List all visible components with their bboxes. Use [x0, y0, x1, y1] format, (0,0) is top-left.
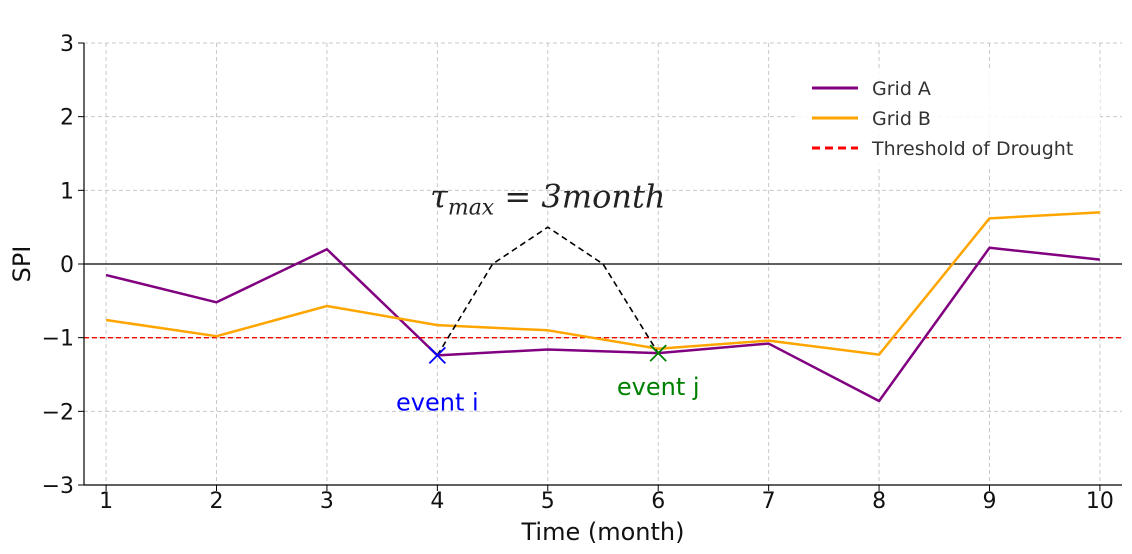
series-lines [105, 211, 1101, 403]
y-tick-label: 2 [60, 106, 74, 131]
event-marker-j [649, 344, 667, 362]
x-tick-label: 4 [430, 489, 444, 514]
y-tick-label: −3 [42, 474, 74, 499]
x-tick-label: 5 [541, 489, 555, 514]
y-tick-label: 0 [60, 253, 74, 278]
tau-envelope-line [436, 226, 659, 356]
x-tick-label: 7 [762, 489, 776, 514]
axes: 1 2 3 4 5 6 7 8 9 10 −3 −2 −1 0 1 2 3 [42, 32, 1122, 514]
y-tick-label: −1 [42, 327, 74, 352]
y-tick-label: 3 [60, 32, 74, 57]
event-label-j: event j [617, 373, 700, 401]
event-label-i: event i [396, 388, 479, 416]
x-tick-label: 3 [320, 489, 334, 514]
tau-max-annotation: τmax = 3month [430, 177, 665, 220]
tau-symbol: τ [430, 177, 449, 215]
y-axis-label: SPI [8, 246, 36, 283]
y-tick-label: 1 [60, 179, 74, 204]
legend-entry-threshold: Threshold of Drought [871, 138, 1073, 160]
legend-entry-grid-b: Grid B [872, 108, 931, 130]
series-line-grid-a [105, 246, 1101, 403]
x-tick-label: 6 [651, 489, 665, 514]
event-marker-i [428, 346, 446, 364]
x-tick-label: 9 [982, 489, 996, 514]
x-tick-label: 8 [872, 489, 886, 514]
y-tick-label: −2 [42, 400, 74, 425]
series-line-grid-b [105, 211, 1100, 356]
reference-lines [84, 263, 1122, 339]
annotations: event i event j [396, 226, 700, 416]
event-marker-stroke [428, 346, 446, 364]
legend: Grid A Grid B Threshold of Drought [798, 68, 1100, 168]
legend-entry-grid-a: Grid A [872, 78, 931, 100]
event-marker-stroke [649, 344, 667, 362]
x-axis-label: Time (month) [521, 518, 685, 546]
x-tick-label: 1 [99, 489, 113, 514]
tau-value: = 3month [494, 177, 665, 215]
tau-subscript: max [448, 195, 495, 220]
x-tick-label: 10 [1086, 489, 1114, 514]
x-tick-label: 2 [210, 489, 224, 514]
